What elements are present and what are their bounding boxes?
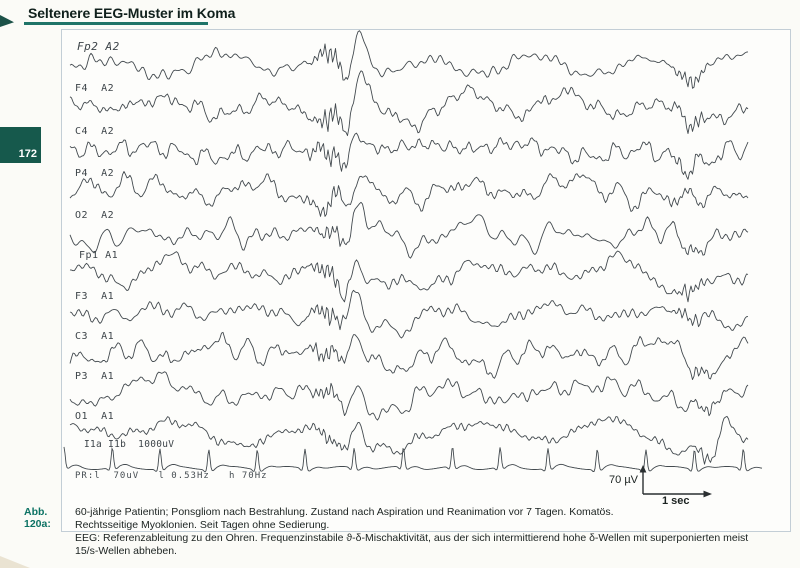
time-scale-label: 1 sec — [662, 495, 690, 507]
eeg-channel-trace — [69, 70, 749, 137]
scale-arrows-icon — [639, 465, 712, 498]
eeg-channel-trace — [69, 30, 749, 89]
eeg-channel-trace — [69, 289, 749, 339]
ecg-channel-label: I1a I1b 1000uV — [84, 439, 175, 450]
caption-line: EEG: Referenzableitung zu den Ohren. Fre… — [75, 532, 749, 544]
figure-caption-label: Abb. 120a: — [24, 506, 51, 530]
channel-label: P3 A1 — [75, 371, 115, 382]
ecg-trace — [63, 446, 763, 473]
title-underline — [24, 22, 208, 25]
figure-caption: Abb. 120a: 60-jährige Patientin; Ponsgli… — [24, 506, 748, 558]
page-edge-wedge-icon — [0, 15, 14, 27]
voltage-scale-label: 70 µV — [609, 474, 638, 486]
channel-label: C4 A2 — [75, 126, 115, 137]
eeg-traces-plot — [63, 30, 763, 473]
page-number-tab: 172 — [0, 127, 41, 163]
machine-settings-text: PR:l 70uV l 0.53Hz h 70Hz — [75, 471, 268, 481]
channel-label: C3 A1 — [75, 331, 115, 342]
eeg-channel-trace — [69, 132, 749, 180]
channel-label: F3 A1 — [75, 291, 115, 302]
channel-label: P4 A2 — [75, 168, 115, 179]
channel-label: Fp1 A1 — [79, 250, 119, 261]
eeg-channel-trace — [69, 415, 749, 465]
eeg-figure-panel: PR:l 70uV l 0.53Hz h 70Hz 70 µV 1 sec Fp… — [61, 29, 791, 532]
page-number: 172 — [18, 148, 37, 160]
channel-label: O1 A1 — [75, 411, 115, 422]
caption-line: 15/s-Wellen abheben. — [75, 545, 177, 557]
caption-line: Rechtsseitige Myoklonien. Seit Tagen ohn… — [75, 519, 330, 531]
eeg-channel-trace — [69, 171, 749, 217]
channel-label: F4 A2 — [75, 83, 115, 94]
eeg-channel-trace — [69, 331, 749, 381]
eeg-channel-trace — [69, 250, 749, 303]
eeg-channel-trace — [69, 201, 749, 259]
channel-label: Fp2 A2 — [77, 40, 120, 53]
page-title: Seltenere EEG-Muster im Koma — [28, 5, 236, 21]
channel-label: O2 A2 — [75, 210, 115, 221]
eeg-channel-trace — [69, 371, 749, 421]
caption-line: 60-jährige Patientin; Ponsgliom nach Bes… — [75, 506, 614, 518]
figure-caption-text: 60-jährige Patientin; Ponsgliom nach Bes… — [75, 506, 748, 558]
